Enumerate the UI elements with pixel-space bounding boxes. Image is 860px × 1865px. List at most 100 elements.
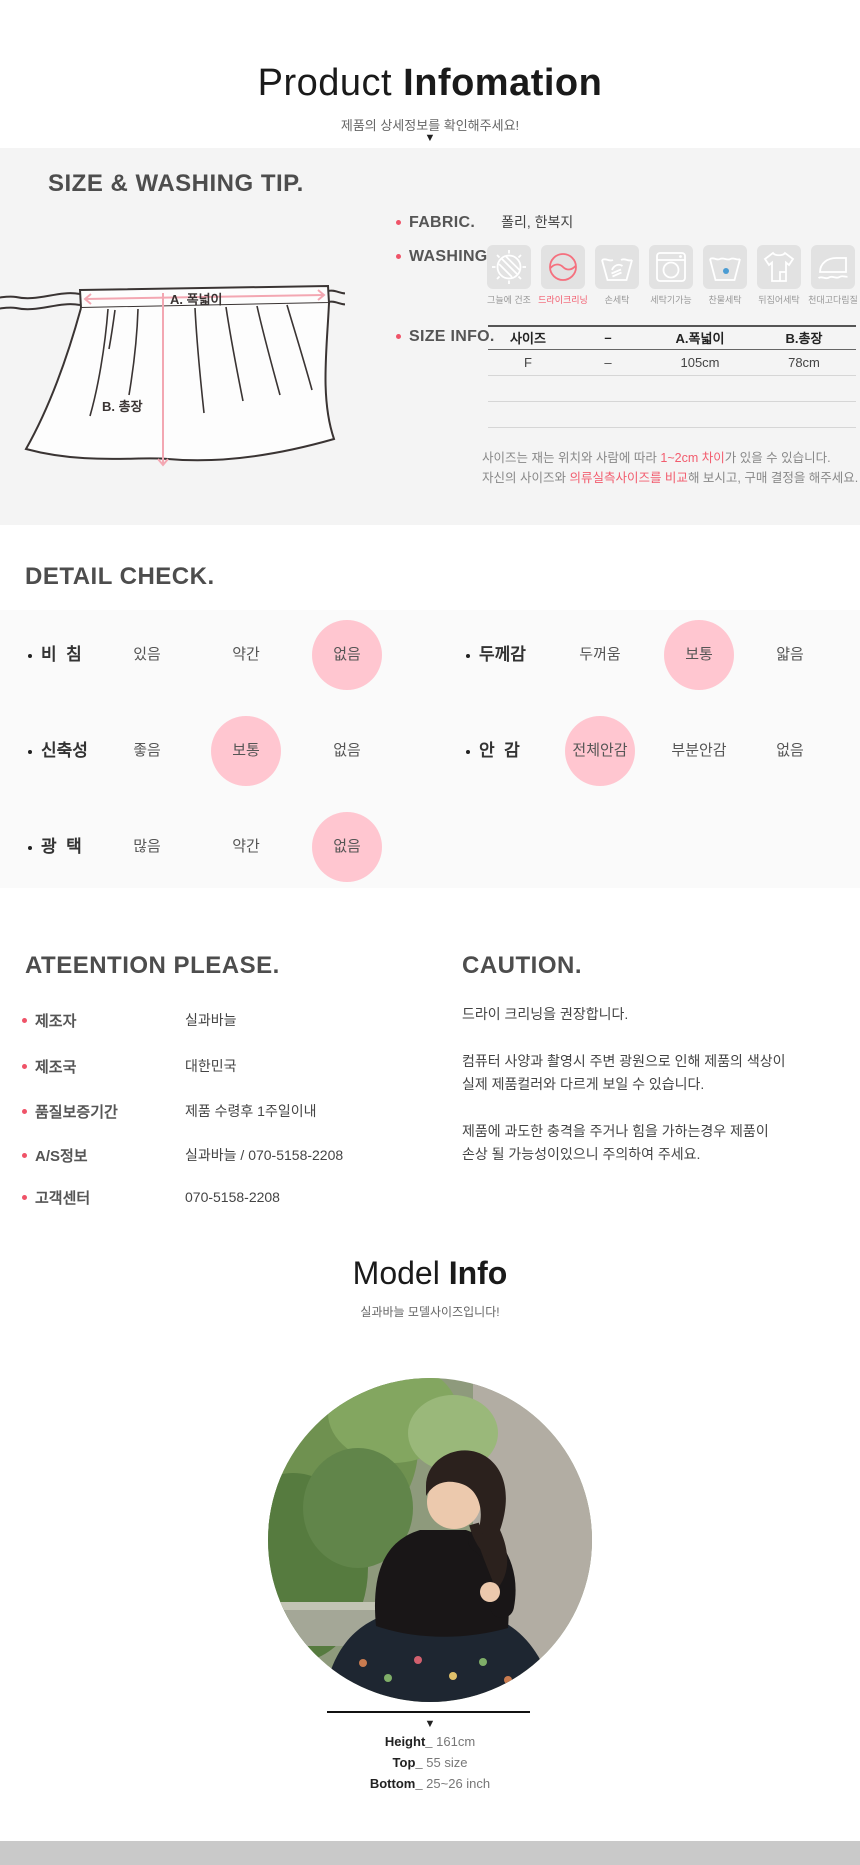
- detail-option: 없음: [776, 742, 804, 759]
- black-bullet-icon: [466, 749, 470, 754]
- detail-check-heading: DETAIL CHECK.: [25, 563, 215, 590]
- size-table-cell: [648, 401, 752, 428]
- attention-label: 품질보증기간: [35, 1103, 118, 1121]
- page-title-bold: Infomation: [403, 62, 603, 104]
- size-table-row: F – 105cm 78cm: [488, 349, 856, 376]
- size-table-cell: –: [568, 349, 648, 376]
- size-note: 사이즈는 재는 위치와 사람에 따라 1~2cm 차이가 있을 수 있습니다. …: [482, 448, 858, 488]
- detail-option: 없음: [312, 620, 382, 690]
- caution-paragraph: 컴퓨터 사양과 촬영시 주변 광원으로 인해 제품의 색상이 실제 제품컬러와 …: [462, 1053, 786, 1093]
- down-arrow-icon: ▼: [424, 1718, 436, 1730]
- caution-heading: CAUTION.: [462, 952, 582, 979]
- detail-option: 두꺼움: [579, 646, 621, 663]
- size-table-row: [488, 401, 856, 428]
- attention-value: 070-5158-2208: [185, 1189, 280, 1205]
- diagram-label-length: B. 총장: [102, 399, 143, 414]
- size-table-header: 사이즈: [488, 325, 568, 350]
- red-bullet-icon: [22, 1152, 27, 1158]
- note-highlight: 의류실측사이즈를 비교: [569, 471, 688, 485]
- attention-value: 제품 수령후 1주일이내: [185, 1103, 317, 1119]
- detail-row-label: 안 감: [466, 716, 520, 786]
- fabric-row: FABRIC. 폴리, 한복지: [396, 212, 573, 232]
- attention-value: 실과바늘 / 070-5158-2208: [185, 1147, 344, 1163]
- detail-option: 얇음: [776, 646, 804, 663]
- size-washing-heading: SIZE & WASHING TIP.: [48, 170, 304, 197]
- washing-item-dry-cleaning: 드라이크리닝: [536, 245, 590, 306]
- size-table-cell: [568, 375, 648, 402]
- skirt-diagram: A. 폭넓이 B. 총장: [0, 284, 345, 467]
- caution-paragraph: 제품에 과도한 충격을 주거나 힘을 가하는경우 제품이 손상 될 가능성이있으…: [462, 1123, 769, 1163]
- detail-row-thickness: 두께감 두꺼움 보통 얇음: [0, 620, 860, 690]
- detail-label-text: 신축성: [41, 741, 88, 760]
- detail-option: 있음: [133, 646, 161, 663]
- page-title-light: Product: [257, 62, 393, 104]
- attention-label: A/S정보: [35, 1147, 88, 1165]
- detail-row-label: 비 침: [28, 620, 82, 690]
- hand-wash-icon: [595, 245, 639, 289]
- detail-row-label: 신축성: [28, 716, 88, 786]
- detail-label-text: 광 택: [41, 837, 82, 856]
- model-divider-line: [327, 1711, 530, 1713]
- attention-label: 제조국: [35, 1058, 77, 1076]
- size-note-line1: 사이즈는 재는 위치와 사람에 따라 1~2cm 차이가 있을 수 있습니다.: [482, 448, 858, 468]
- page-title: Product Infomation: [0, 62, 860, 105]
- note-text: 가 있을 수 있습니다.: [724, 451, 831, 465]
- measurement-bottom: Bottom_ 25~26 inch: [0, 1776, 860, 1797]
- detail-option: 보통: [211, 716, 281, 786]
- detail-option: 보통: [664, 620, 734, 690]
- attention-row-customer-center: 고객센터 070-5158-2208: [22, 1183, 280, 1211]
- model-info-subtitle: 실과바늘 모델사이즈입니다!: [360, 1305, 500, 1319]
- detail-option: 좋음: [133, 742, 161, 759]
- red-bullet-icon: [22, 1017, 27, 1023]
- model-title-light: Model: [352, 1255, 440, 1291]
- model-title-bold: Info: [448, 1255, 508, 1291]
- measurement-label: Top_: [392, 1755, 423, 1770]
- washing-item-wash-inside-out: 뒤집어세탁: [752, 245, 806, 306]
- note-highlight: 1~2cm 차이: [660, 451, 725, 465]
- measurement-label: Height_: [384, 1734, 433, 1749]
- size-table-cell: [752, 401, 856, 428]
- washing-item-label: 손세탁: [604, 295, 630, 305]
- down-arrow-icon: ▼: [424, 132, 436, 144]
- size-table-cell: 105cm: [648, 349, 752, 376]
- model-measurements: Height_ 161cm Top_ 55 size Bottom_ 25~26…: [0, 1734, 860, 1797]
- detail-option: 부분안감: [671, 742, 727, 759]
- black-bullet-icon: [28, 653, 32, 658]
- measurement-value: 55 size: [426, 1755, 468, 1770]
- attention-value: 대한민국: [185, 1058, 237, 1074]
- washing-icon-list: 그늘에 건조 드라이크리닝: [482, 245, 860, 306]
- detail-check-section: 비 침 있음 약간 없음 두께감 두꺼움 보통 얇음 신축성 좋음 보통 없음 …: [0, 610, 860, 888]
- size-table-cell: [752, 375, 856, 402]
- size-table-cell: [648, 375, 752, 402]
- size-table-cell: [488, 401, 568, 428]
- attention-row-country: 제조국 대한민국: [22, 1052, 237, 1080]
- dry-in-shade-icon: [487, 245, 531, 289]
- detail-row-sheerness: 비 침 있음 약간 없음: [0, 620, 860, 690]
- washing-item-machine-washable: 세탁기가능: [644, 245, 698, 306]
- note-text: 사이즈는 재는 위치와 사람에 따라: [482, 451, 661, 465]
- detail-label-text: 비 침: [41, 645, 82, 664]
- size-table: 사이즈 – A.폭넓이 B.총장 F – 105cm 78cm: [488, 325, 856, 428]
- detail-row-elasticity: 신축성 좋음 보통 없음: [0, 716, 860, 786]
- red-bullet-icon: [396, 220, 401, 226]
- detail-option: 많음: [133, 838, 161, 855]
- attention-label: 제조자: [35, 1012, 77, 1030]
- measurement-top: Top_ 55 size: [0, 1755, 860, 1776]
- washing-item-label: 그늘에 건조: [487, 295, 531, 305]
- washing-item-cold-water-wash: 찬물세탁: [698, 245, 752, 306]
- size-info-row: SIZE INFO.: [396, 328, 495, 346]
- attention-value: 실과바늘: [185, 1012, 237, 1028]
- dry-cleaning-icon: [541, 245, 585, 289]
- size-table-cell: 78cm: [752, 349, 856, 376]
- measurement-value: 25~26 inch: [426, 1776, 491, 1791]
- fabric-value: 폴리, 한복지: [501, 214, 574, 230]
- attention-heading: ATEENTION PLEASE.: [25, 952, 280, 979]
- detail-option: 전체안감: [565, 716, 635, 786]
- measurement-label: Bottom_: [369, 1776, 423, 1791]
- size-table-header: A.폭넓이: [648, 325, 752, 350]
- size-note-line2: 자신의 사이즈와 의류실측사이즈를 비교해 보시고, 구매 결정을 해주세요.: [482, 468, 858, 488]
- black-bullet-icon: [466, 653, 470, 658]
- model-photo: [268, 1378, 592, 1702]
- washing-item-label: 세탁기가능: [650, 295, 692, 305]
